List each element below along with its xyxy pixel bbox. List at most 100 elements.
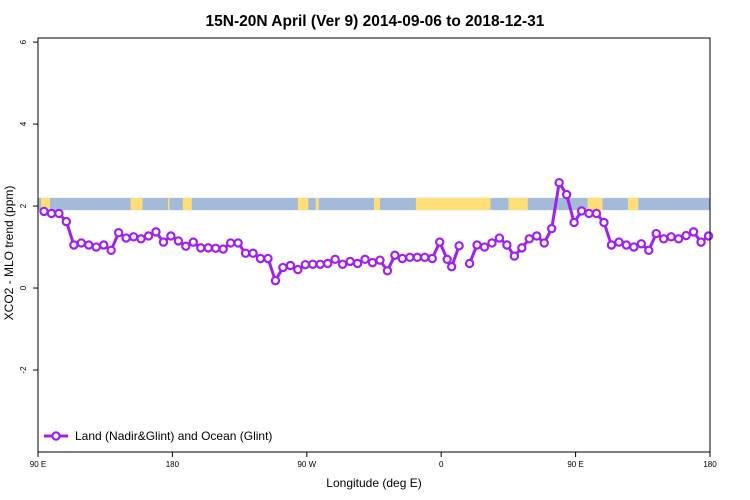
data-point (569, 217, 579, 228)
data-point (427, 253, 437, 264)
plot-frame (37, 37, 711, 453)
y-tick-label: 2 (19, 203, 28, 208)
land-segment (167, 197, 170, 211)
x-axis-label: Longitude (deg E) (326, 476, 421, 490)
x-tick-label: 90 E (30, 460, 46, 469)
land-segment (315, 197, 319, 211)
data-point (554, 177, 564, 188)
y-axis: -2 0 2 4 6 (19, 39, 38, 374)
data-point (454, 241, 464, 251)
data-point (446, 262, 457, 272)
data-point (629, 242, 639, 252)
data-point (196, 243, 206, 253)
data-point (315, 259, 325, 269)
data-point (547, 223, 557, 234)
data-point (420, 252, 430, 262)
x-tick-label: 180 (703, 460, 717, 469)
data-point (99, 240, 109, 250)
data-point (539, 238, 549, 248)
data-point (464, 258, 475, 269)
data-point (435, 237, 445, 247)
land-segment (138, 197, 143, 211)
data-point (688, 227, 699, 237)
data-point (203, 243, 213, 253)
data-point (509, 251, 520, 261)
data-point (502, 240, 512, 250)
data-point (614, 237, 624, 247)
land-segment (415, 197, 491, 211)
data-point (143, 231, 154, 241)
data-point (494, 233, 505, 243)
land-segment (374, 197, 380, 211)
data-point (532, 231, 542, 241)
data-point (360, 254, 370, 265)
land-segment (130, 197, 139, 211)
data-point (382, 266, 393, 276)
y-tick-label: 6 (19, 39, 28, 44)
data-point (54, 208, 64, 219)
data-point (390, 250, 400, 260)
data-point (151, 227, 161, 237)
data-point (121, 233, 131, 243)
x-tick-label: 0 (439, 460, 444, 469)
data-point (644, 245, 654, 256)
land-ocean-band (38, 197, 710, 211)
land-segment (182, 197, 192, 211)
x-axis: 90 E 180 90 W 0 90 E 180 (30, 452, 717, 469)
y-tick-label: 4 (19, 121, 28, 126)
data-point (91, 242, 101, 252)
data-point (659, 234, 669, 244)
data-point (584, 208, 594, 219)
data-point (128, 232, 139, 242)
land-segment (627, 197, 639, 211)
data-point (181, 241, 191, 251)
data-point (330, 254, 340, 265)
data-point (472, 240, 482, 250)
data-point (337, 259, 348, 269)
data-point (278, 262, 288, 273)
data-point (524, 234, 535, 244)
data-point (696, 237, 706, 247)
y-tick-label: -2 (19, 366, 28, 374)
data-point (673, 234, 684, 244)
data-point (61, 216, 72, 227)
data-point (158, 237, 169, 247)
data-point (188, 237, 199, 247)
data-point (285, 260, 296, 271)
data-point (561, 189, 572, 200)
data-point (225, 238, 236, 248)
data-point (681, 230, 691, 241)
data-point (606, 240, 617, 250)
data-point (136, 234, 146, 244)
data-point (113, 228, 124, 238)
data-point (46, 208, 57, 219)
data-point (666, 232, 676, 242)
x-tick-label: 180 (166, 460, 180, 469)
data-point (248, 248, 258, 258)
data-point (293, 264, 303, 275)
data-point (240, 248, 251, 258)
land-segment (508, 197, 528, 211)
data-point (517, 243, 527, 253)
data-point (703, 231, 714, 241)
data-point (479, 242, 490, 252)
land-segment (40, 197, 50, 211)
series-line (468, 181, 710, 264)
data-point (367, 257, 378, 268)
data-point (397, 253, 408, 264)
data-point (300, 259, 311, 270)
data-point (352, 258, 363, 269)
data-point (487, 238, 497, 248)
data-point (270, 275, 281, 286)
data-point (412, 252, 423, 262)
x-tick-label: 90 E (567, 460, 583, 469)
legend: Land (Nadir&Glint) and Ocean (Glint) (44, 429, 272, 443)
data-point (405, 252, 415, 262)
y-tick-label: 0 (19, 285, 28, 290)
data-point (576, 206, 587, 216)
series-layer (39, 177, 714, 286)
data-point (173, 236, 184, 246)
data-point (442, 254, 452, 265)
data-point (76, 238, 87, 248)
chart-title: 15N-20N April (Ver 9) 2014-09-06 to 2018… (206, 13, 545, 30)
